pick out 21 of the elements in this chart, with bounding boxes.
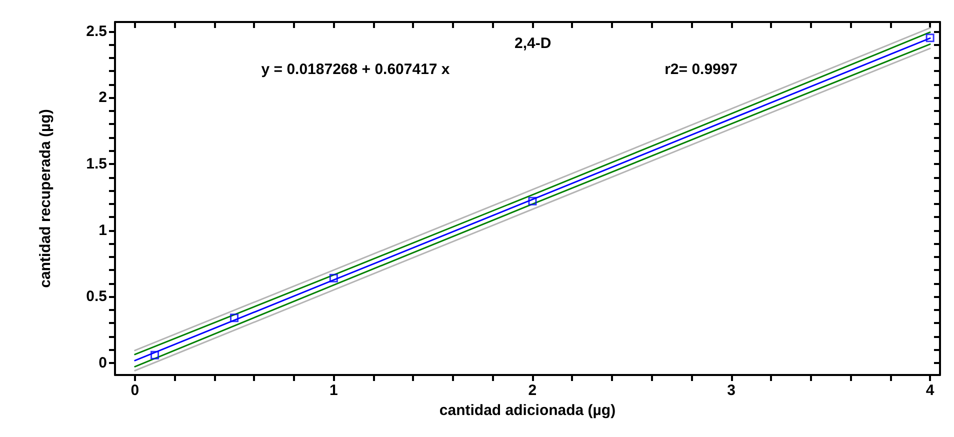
annotation: r2= 0.9997 [664,61,738,78]
y-tick-label: 0.5 [86,288,107,306]
point [230,314,239,322]
y-tick-label: 2.5 [86,22,107,40]
point [150,350,160,360]
y-axis-title: cantidad recuperada (µg) [37,109,54,288]
x-tick-label: 3 [727,382,736,399]
y-tick-label: 1.5 [86,155,107,172]
x-axis-title: cantidad adicionada (µg) [439,402,616,419]
x-tick-label: 0 [130,382,140,399]
point [926,34,934,42]
annotation: 2,4-D [514,35,552,52]
x-tick-label: 2 [528,382,537,399]
y-tick-label: 0 [98,354,107,372]
annotation: y = 0.0187268 + 0.607417 x [261,61,450,78]
y-tick-label: 2 [98,89,107,106]
y-tick-label: 1 [98,222,107,239]
x-tick-label: 4 [926,382,935,399]
point [329,274,338,282]
point [528,196,537,206]
x-tick-label: 1 [330,382,338,399]
